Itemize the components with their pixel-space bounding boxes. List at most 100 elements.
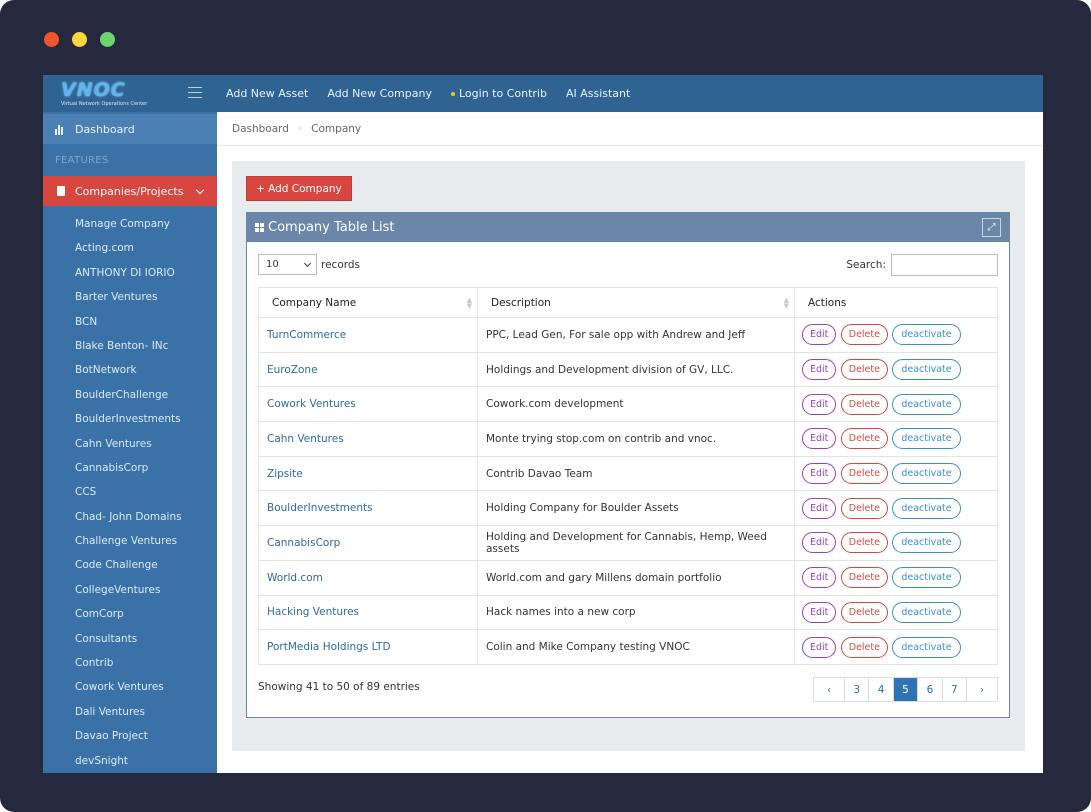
sidebar-item[interactable]: BoulderChallenge	[75, 388, 169, 401]
chevron-down-icon	[195, 185, 205, 194]
pagination-next-button[interactable]: ›	[979, 683, 985, 696]
delete-button[interactable]: Delete	[840, 567, 888, 589]
deactivate-button[interactable]: deactivate	[892, 601, 961, 623]
sidebar-item[interactable]: CannabisCorp	[75, 461, 149, 474]
edit-button[interactable]: Edit	[802, 428, 837, 450]
column-header-company-name[interactable]: Company Name ▲ ▼	[258, 287, 478, 318]
deactivate-button[interactable]: deactivate	[892, 359, 961, 381]
sidebar-item[interactable]: CollegeVentures	[75, 583, 161, 596]
delete-button[interactable]: Delete	[840, 428, 888, 450]
sidebar-item-manage-company[interactable]: Manage Company	[75, 218, 170, 230]
edit-button[interactable]: Edit	[802, 532, 837, 554]
sidebar-item[interactable]: Chad- John Domains	[75, 510, 182, 523]
sidebar-features-heading: FEATURES	[55, 154, 109, 166]
delete-button[interactable]: Delete	[840, 497, 888, 519]
sidebar-item[interactable]: BCN	[75, 315, 98, 328]
login-to-contrib-label: Login to Contrib	[458, 87, 547, 100]
sidebar-item-dashboard[interactable]: Dashboard	[43, 114, 217, 144]
edit-button[interactable]: Edit	[802, 324, 837, 346]
sidebar-item[interactable]: Barter Ventures	[75, 291, 158, 304]
sidebar-item[interactable]: Challenge Ventures	[75, 535, 178, 548]
company-name-link[interactable]: TurnCommerce	[258, 317, 478, 353]
pagination-prev-button[interactable]: ‹	[814, 678, 846, 701]
delete-button[interactable]: Delete	[840, 463, 888, 485]
delete-button[interactable]: Delete	[840, 324, 888, 346]
sidebar-item[interactable]: devSnight	[75, 754, 129, 767]
deactivate-button[interactable]: deactivate	[892, 497, 961, 519]
window-close-dot[interactable]	[44, 32, 59, 47]
deactivate-button[interactable]: deactivate	[892, 393, 961, 415]
sidebar: Dashboard FEATURES Companies/Projects Ma…	[43, 112, 217, 773]
records-label: records	[321, 258, 361, 271]
window-minimize-dot[interactable]	[72, 32, 87, 47]
company-name-link[interactable]: World.com	[258, 559, 478, 596]
company-name-link[interactable]: BoulderInvestments	[258, 490, 478, 527]
sidebar-item[interactable]: CCS	[75, 486, 97, 499]
expand-icon[interactable]: ⤢	[982, 218, 1001, 237]
add-new-asset-link[interactable]: Add New Asset	[226, 87, 309, 100]
pagination-page-7[interactable]: 7	[943, 678, 967, 701]
sidebar-item[interactable]: Cahn Ventures	[75, 437, 152, 450]
deactivate-button[interactable]: deactivate	[892, 324, 961, 346]
sidebar-item[interactable]: ANTHONY DI IORIO	[75, 266, 175, 279]
sidebar-item[interactable]: Cowork Ventures	[75, 681, 164, 694]
edit-button[interactable]: Edit	[802, 497, 837, 519]
vnoc-logo[interactable]: VNOC Virtual Network Operations Center	[53, 78, 153, 110]
delete-button[interactable]: Delete	[840, 359, 888, 381]
search-label: Search:	[846, 259, 886, 271]
delete-button[interactable]: Delete	[840, 393, 888, 415]
window-maximize-dot[interactable]	[100, 32, 115, 47]
add-new-company-link[interactable]: Add New Company	[327, 87, 432, 100]
company-name-link[interactable]: EuroZone	[258, 351, 478, 388]
breadcrumb-dashboard-link[interactable]: Dashboard	[232, 122, 289, 135]
sidebar-item[interactable]: Code Challenge	[75, 559, 158, 572]
pagination-page-6[interactable]: 6	[918, 678, 943, 701]
login-to-contrib-link[interactable]: Login to Contrib	[450, 87, 547, 100]
pagination-page-5-active[interactable]: 5	[893, 678, 919, 701]
sidebar-company-list: Manage Company Acting.com ANTHONY DI IOR…	[43, 206, 217, 773]
ai-assistant-link[interactable]: AI Assistant	[565, 87, 631, 100]
chevron-down-icon	[303, 259, 312, 267]
table-row: PortMedia Holdings LTD Colin and Mike Com…	[258, 629, 998, 665]
edit-button[interactable]: Edit	[802, 463, 837, 485]
sidebar-item[interactable]: Acting.com	[75, 242, 134, 255]
pagination-page-3[interactable]: 3	[845, 678, 870, 701]
company-description: Holding and Development for Cannabis, He…	[477, 525, 795, 561]
pagination-page-4[interactable]: 4	[869, 678, 894, 701]
sidebar-item[interactable]: Blake Benton- INc	[75, 339, 169, 352]
company-name-link[interactable]: PortMedia Holdings LTD	[258, 629, 478, 665]
edit-button[interactable]: Edit	[802, 636, 837, 658]
delete-button[interactable]: Delete	[840, 636, 888, 658]
company-name-link[interactable]: Zipsite	[258, 455, 478, 492]
add-company-button[interactable]: + Add Company	[246, 176, 352, 201]
table-row: Cowork Ventures Cowork.com development Edi…	[258, 386, 998, 423]
sidebar-item-companies-projects[interactable]: Companies/Projects	[43, 176, 217, 206]
sidebar-item[interactable]: BotNetwork	[75, 364, 137, 377]
edit-button[interactable]: Edit	[802, 359, 837, 381]
company-name-link[interactable]: Cowork Ventures	[258, 386, 478, 423]
company-name-link[interactable]: CannabisCorp	[258, 525, 478, 561]
deactivate-button[interactable]: deactivate	[892, 463, 961, 485]
page-size-select[interactable]: 10	[258, 254, 317, 275]
delete-button[interactable]: Delete	[840, 601, 888, 623]
sidebar-dashboard-label: Dashboard	[75, 122, 135, 136]
sidebar-item[interactable]: Davao Project	[75, 730, 148, 743]
deactivate-button[interactable]: deactivate	[892, 428, 961, 450]
company-name-link[interactable]: Hacking Ventures	[258, 594, 478, 631]
sidebar-item[interactable]: Contrib	[75, 657, 114, 670]
deactivate-button[interactable]: deactivate	[892, 636, 961, 658]
deactivate-button[interactable]: deactivate	[892, 567, 961, 589]
edit-button[interactable]: Edit	[802, 567, 837, 589]
company-name-link[interactable]: Cahn Ventures	[258, 421, 478, 457]
column-header-description[interactable]: Description ▲ ▼	[477, 287, 795, 318]
sidebar-item[interactable]: BoulderInvestments	[75, 413, 181, 426]
search-input[interactable]	[891, 254, 998, 276]
edit-button[interactable]: Edit	[802, 601, 837, 623]
sidebar-item[interactable]: Consultants	[75, 632, 138, 645]
deactivate-button[interactable]: deactivate	[892, 532, 961, 554]
hamburger-menu-icon[interactable]	[188, 87, 202, 98]
sidebar-item[interactable]: Dali Ventures	[75, 705, 145, 718]
sidebar-item[interactable]: ComCorp	[75, 608, 124, 621]
edit-button[interactable]: Edit	[802, 393, 837, 415]
delete-button[interactable]: Delete	[840, 532, 888, 554]
